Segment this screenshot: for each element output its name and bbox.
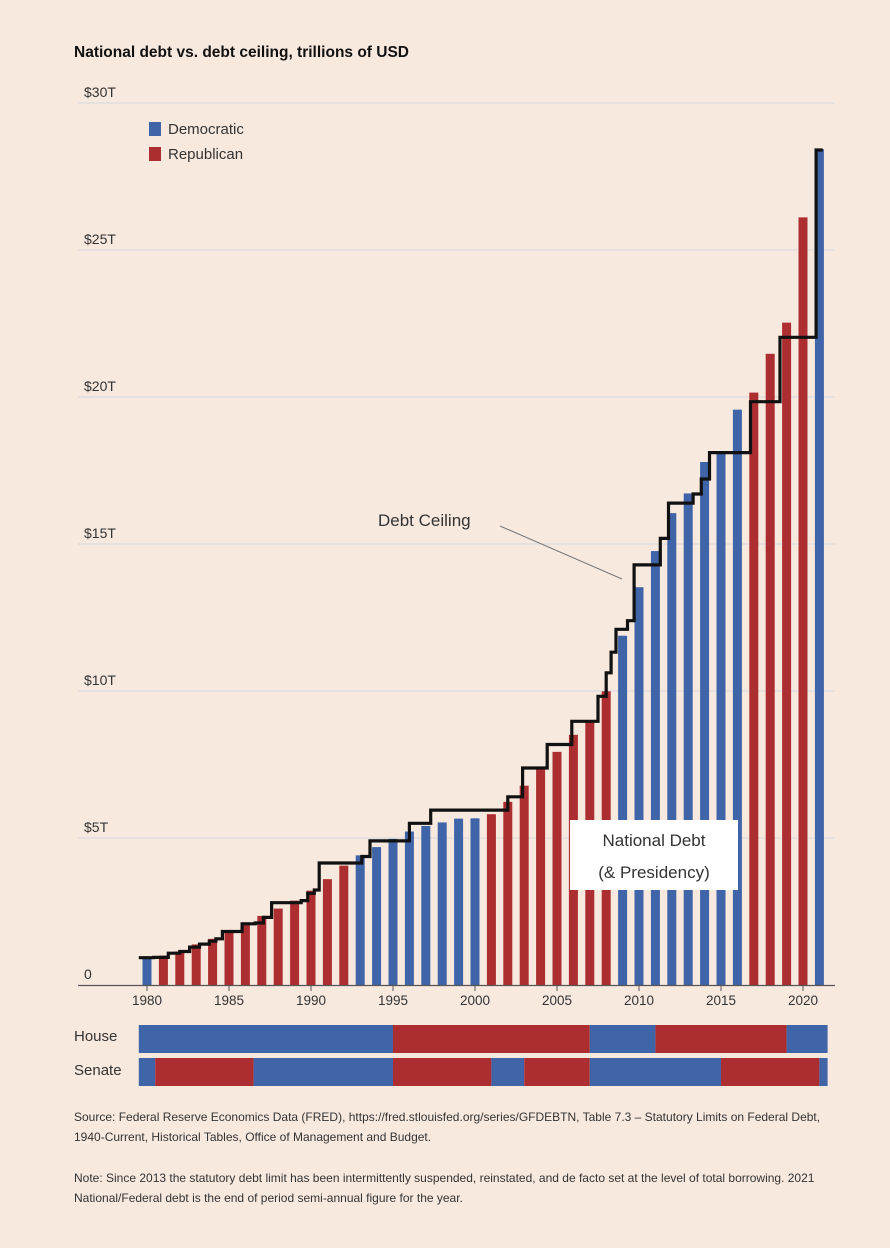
house-label: House <box>74 1028 118 1045</box>
y-tick-label: $10T <box>84 672 116 688</box>
debt-bar-2009 <box>618 635 628 985</box>
debt-ceiling-annotation: Debt Ceiling <box>378 511 471 530</box>
debt-bar-2011 <box>650 551 660 985</box>
y-tick-label: $25T <box>84 231 116 247</box>
legend-label: Democratic <box>168 121 244 138</box>
legend-swatch-republican <box>149 147 161 161</box>
debt-bar-1988 <box>273 908 283 985</box>
national-debt-label-box <box>570 820 738 890</box>
debt-bar-1994 <box>372 847 382 985</box>
debt-bar-1982 <box>175 951 185 985</box>
debt-bar-1996 <box>404 831 414 985</box>
senate-band-segment <box>524 1058 590 1086</box>
debt-bar-1995 <box>388 838 398 985</box>
x-tick-label: 2000 <box>460 993 490 1008</box>
x-tick-label: 2020 <box>788 993 818 1008</box>
x-tick-label: 2015 <box>706 993 736 1008</box>
x-tick-label: 1995 <box>378 993 408 1008</box>
debt-bar-2017 <box>749 392 759 986</box>
national-debt-annotation: National Debt <box>602 831 705 850</box>
debt-bar-2016 <box>732 409 742 986</box>
debt-bar-2019 <box>782 322 792 985</box>
debt-bar-1997 <box>421 825 431 985</box>
legend-swatch-democratic <box>149 122 161 136</box>
debt-bar-1999 <box>454 818 464 985</box>
house-band-segment <box>393 1025 590 1053</box>
national-debt-annotation: (& Presidency) <box>598 863 709 882</box>
debt-bar-1980 <box>142 958 152 985</box>
senate-band-segment <box>138 1058 156 1086</box>
debt-bar-1998 <box>437 822 447 985</box>
x-tick-label: 1980 <box>132 993 162 1008</box>
debt-bar-1989 <box>290 900 300 985</box>
debt-bar-1986 <box>240 922 250 985</box>
y-tick-label: $5T <box>84 819 109 835</box>
y-tick-label: $30T <box>84 84 116 100</box>
senate-label: Senate <box>74 1062 122 1079</box>
debt-bar-2013 <box>683 493 693 985</box>
debt-bar-2020 <box>798 217 808 986</box>
house-band-segment <box>786 1025 828 1053</box>
foot-note: Note: Since 2013 the statutory debt limi… <box>74 1171 815 1205</box>
debt-bar-2000 <box>470 818 480 985</box>
debt-ceiling-line <box>138 148 823 960</box>
legend-label: Republican <box>168 146 243 163</box>
debt-bar-2018 <box>765 353 775 986</box>
source-note: Source: Federal Reserve Economics Data (… <box>74 1110 821 1144</box>
debt-bar-1993 <box>355 855 365 985</box>
x-tick-label: 1985 <box>214 993 244 1008</box>
house-band-segment <box>655 1025 787 1053</box>
debt-bar-2003 <box>519 785 529 985</box>
debt-bar-2001 <box>486 814 496 985</box>
senate-band-segment <box>589 1058 721 1086</box>
debt-bar-1992 <box>339 865 349 985</box>
y-tick-label: $20T <box>84 378 116 394</box>
debt-bar-1985 <box>224 931 234 985</box>
senate-band-segment <box>253 1058 393 1086</box>
debt-bar-1990 <box>306 890 316 985</box>
senate-band-segment <box>155 1058 254 1086</box>
debt-bar-1983 <box>191 944 201 985</box>
debt-bar-2004 <box>536 768 546 985</box>
debt-bar-2015 <box>716 451 726 986</box>
house-band-segment <box>138 1025 393 1053</box>
debt-chart: 0 $5T $10T $15T $20T $25T $30T 1980 1985 1990 1995… <box>78 84 835 1086</box>
x-tick-label: 1990 <box>296 993 326 1008</box>
debt-bar-2005 <box>552 751 562 985</box>
y-tick-label: $15T <box>84 525 116 541</box>
debt-bar-2010 <box>634 587 644 985</box>
senate-band-segment <box>393 1058 492 1086</box>
debt-bar-1984 <box>208 938 218 985</box>
debt-bar-1987 <box>257 915 267 985</box>
x-tick-label: 2010 <box>624 993 654 1008</box>
senate-band-segment <box>819 1058 828 1086</box>
x-tick-label: 2005 <box>542 993 572 1008</box>
y-tick-label: 0 <box>84 966 92 982</box>
senate-band-segment <box>721 1058 820 1086</box>
debt-bar-2014 <box>700 461 710 985</box>
debt-ceiling-leader <box>499 525 623 580</box>
chart-title: National debt vs. debt ceiling, trillion… <box>74 44 410 61</box>
house-band-segment <box>589 1025 656 1053</box>
debt-bar-1991 <box>322 879 332 985</box>
debt-bar-2021 <box>814 149 824 985</box>
debt-bar-1981 <box>158 955 168 985</box>
debt-bar-2012 <box>667 513 677 985</box>
senate-band-segment <box>491 1058 525 1086</box>
debt-bar-2002 <box>503 801 513 985</box>
